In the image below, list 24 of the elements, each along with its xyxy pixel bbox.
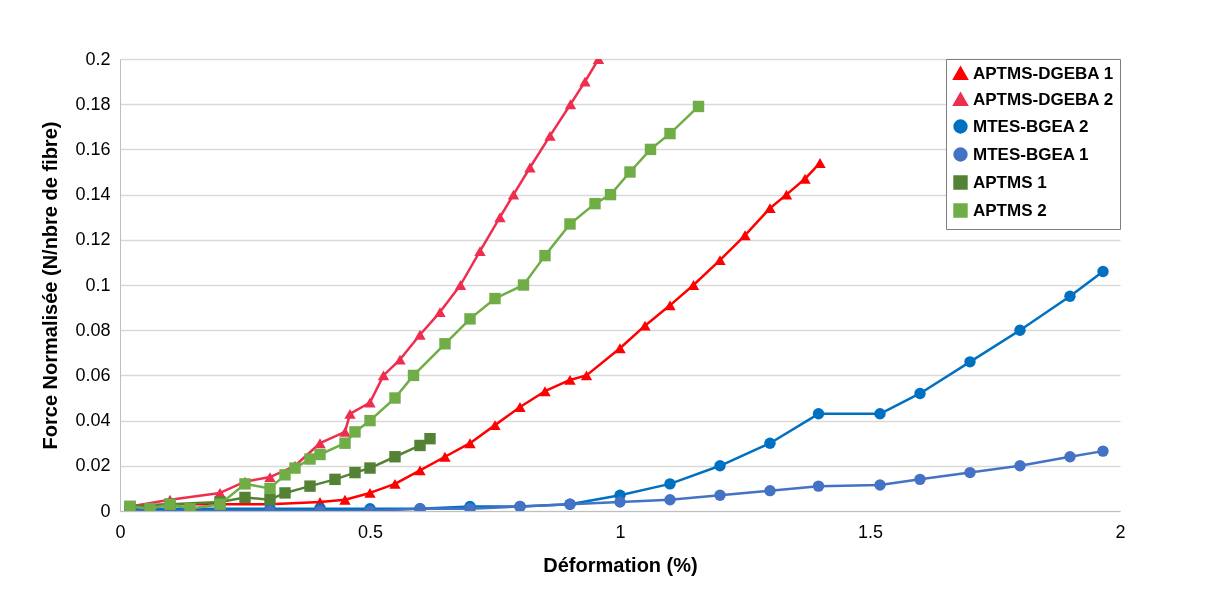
legend-label: APTMS-DGEBA 2 <box>973 89 1114 109</box>
y-tick-label: 0.04 <box>75 410 111 431</box>
y-tick-label: 0.2 <box>85 48 111 69</box>
legend-label: APTMS-DGEBA 1 <box>973 63 1114 83</box>
y-tick-label: 0.1 <box>85 274 111 295</box>
x-tick-label: 0.5 <box>357 521 384 542</box>
legend-label: APTMS 1 <box>973 172 1047 192</box>
y-axis-title: Force Normalisée (N/nbre de fibre) <box>39 121 62 450</box>
y-tick-label: 0.08 <box>75 319 111 340</box>
y-tick-label: 0.14 <box>75 184 111 205</box>
x-tick-label: 1.5 <box>857 521 884 542</box>
y-tick-label: 0.12 <box>75 229 111 250</box>
x-tick-label: 1 <box>615 521 626 542</box>
legend-label: APTMS 2 <box>973 200 1047 220</box>
x-axis-title: Déformation (%) <box>543 553 698 576</box>
x-tick-label: 2 <box>1115 521 1126 542</box>
y-tick-label: 0 <box>100 500 111 521</box>
y-tick-label: 0.16 <box>75 138 111 159</box>
y-tick-label: 0.02 <box>75 455 111 476</box>
legend-label: MTES-BGEA 1 <box>973 144 1089 164</box>
y-tick-label: 0.18 <box>75 93 111 114</box>
x-tick-label: 0 <box>115 521 126 542</box>
legend-label: MTES-BGEA 2 <box>973 116 1089 136</box>
y-tick-label: 0.06 <box>75 364 111 385</box>
